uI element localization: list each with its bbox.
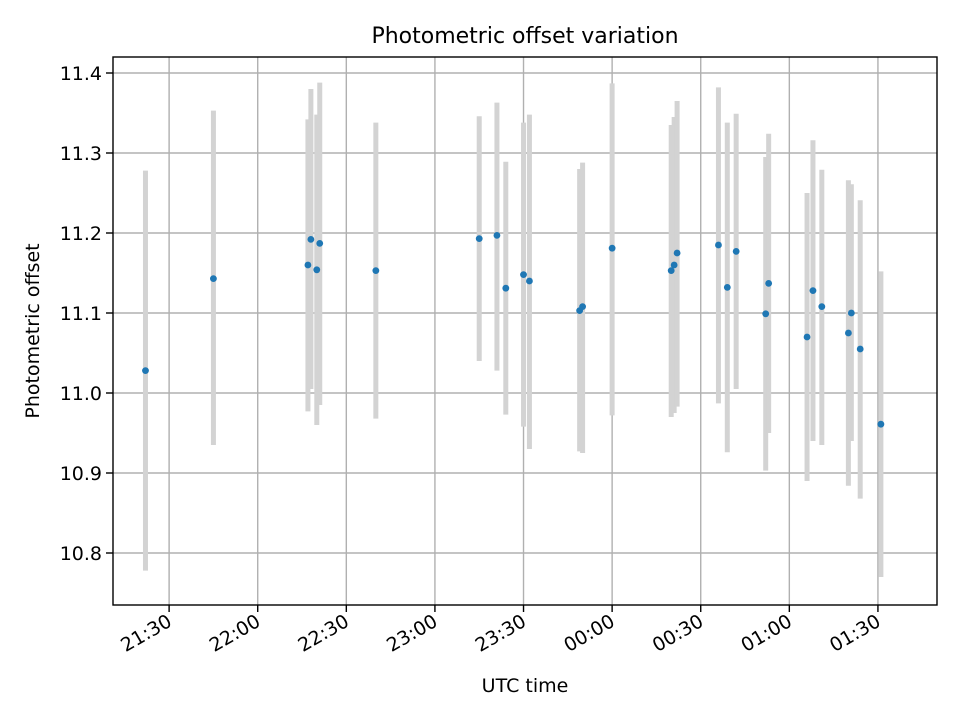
y-tick-label: 10.9 <box>60 463 102 485</box>
data-point <box>493 232 501 239</box>
y-tick-label: 10.8 <box>60 543 102 565</box>
y-tick-label: 11.3 <box>60 143 102 165</box>
data-point <box>579 303 586 310</box>
data-point <box>715 241 722 249</box>
error-bars <box>142 82 884 577</box>
data-point <box>304 261 312 269</box>
y-tick-label: 11.2 <box>60 223 102 245</box>
x-tick-label: 01:00 <box>737 610 795 656</box>
data-point <box>847 309 855 317</box>
x-tick-label: 23:30 <box>472 610 530 656</box>
data-point <box>844 329 852 337</box>
data-point <box>673 249 681 257</box>
data-point <box>670 261 678 269</box>
data-point <box>210 275 217 282</box>
data-point <box>608 244 616 252</box>
data-point <box>313 266 321 274</box>
x-tick-label: 01:30 <box>826 610 884 656</box>
x-tick-label: 00:00 <box>560 610 618 656</box>
data-point <box>526 277 533 285</box>
data-point <box>765 280 773 287</box>
data-point <box>732 248 740 255</box>
data-point <box>316 240 324 247</box>
data-point <box>520 271 527 278</box>
data-point <box>723 284 731 291</box>
data-point <box>762 310 770 318</box>
plot-frame <box>112 56 938 606</box>
data-point <box>307 236 315 243</box>
x-tick-label: 00:30 <box>649 610 707 656</box>
data-point <box>856 345 864 353</box>
y-axis-label: Photometric offset <box>22 243 44 418</box>
x-tick-label: 22:00 <box>206 610 264 656</box>
x-tick-label: 23:00 <box>383 610 441 656</box>
y-tick-label: 11.4 <box>60 63 102 85</box>
data-point <box>142 367 149 374</box>
y-tick-label: 11.0 <box>60 383 102 405</box>
data-point <box>803 333 811 341</box>
data-point <box>372 267 380 274</box>
data-point <box>475 235 483 243</box>
y-tick-label: 11.1 <box>60 303 102 325</box>
data-point <box>877 420 885 428</box>
y-axis: 10.8 10.9 11.0 11.1 11.2 11.3 11.4 <box>60 63 113 565</box>
x-axis: 21:30 22:00 22:30 23:00 23:30 00:00 00:30 01:00… <box>117 605 884 657</box>
data-point <box>818 303 826 310</box>
data-point <box>809 287 817 294</box>
data-point <box>502 284 510 292</box>
x-tick-label: 21:30 <box>117 610 175 656</box>
data-points <box>142 232 885 428</box>
x-tick-label: 22:30 <box>294 610 352 656</box>
data-point <box>667 267 675 274</box>
x-axis-label: UTC time <box>482 675 569 697</box>
chart-title: Photometric offset variation <box>371 24 678 49</box>
